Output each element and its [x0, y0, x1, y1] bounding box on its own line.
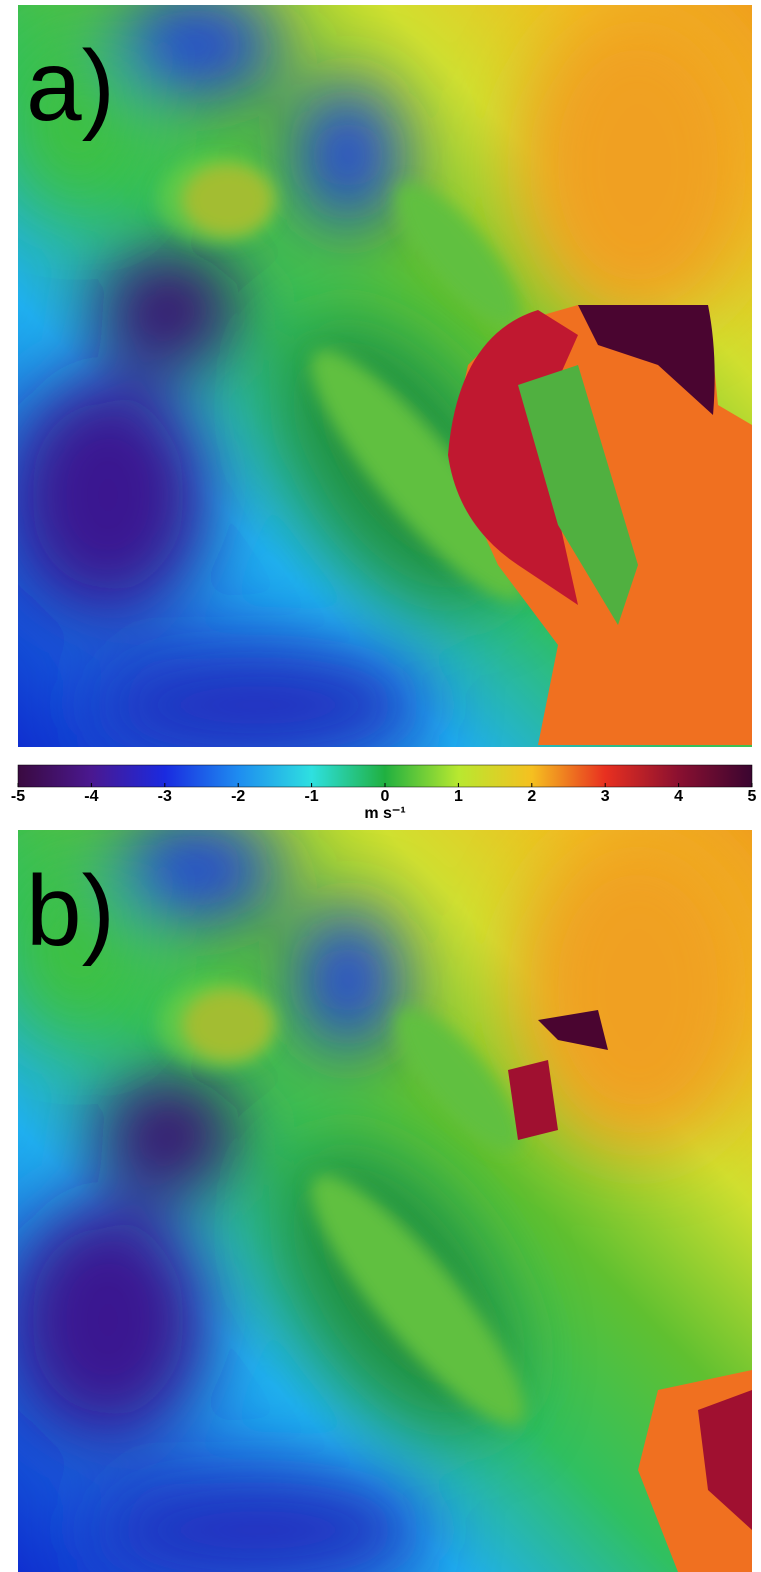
- tick-label: 0: [381, 788, 390, 805]
- tick-label: 1: [454, 788, 463, 805]
- panel-label: a): [26, 30, 115, 142]
- panel-a: a): [8, 0, 758, 765]
- tick-label: 3: [601, 788, 610, 805]
- panel-b: b): [8, 820, 758, 1572]
- tick-label: 2: [527, 788, 536, 805]
- outbound-region: [508, 1010, 752, 1572]
- panel-label: b): [26, 855, 115, 967]
- tick-label: -3: [158, 788, 172, 805]
- colorbar: m s⁻¹ -5 -4 -3 -2 -1 0 1 2 3 4 5: [11, 764, 757, 822]
- outbound-region: [448, 305, 752, 745]
- colorbar-label: m s⁻¹: [364, 805, 405, 822]
- tick-label: -2: [231, 788, 245, 805]
- tick-label: -1: [304, 788, 318, 805]
- tick-label: 5: [748, 788, 757, 805]
- tick-label: -5: [11, 788, 25, 805]
- tick-label: -4: [84, 788, 98, 805]
- tick-label: 4: [674, 788, 683, 805]
